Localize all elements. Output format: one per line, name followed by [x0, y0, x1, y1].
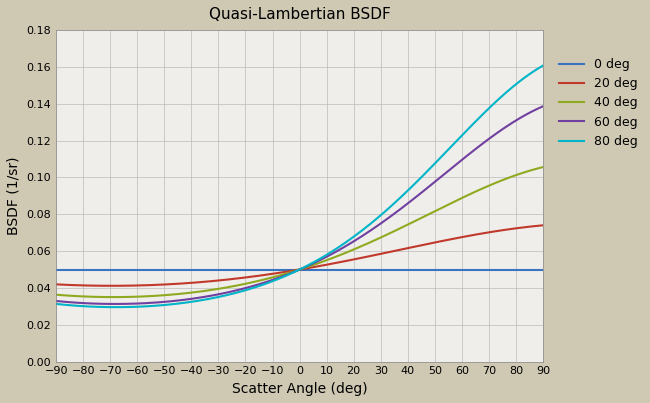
40 deg — [267, 275, 275, 280]
60 deg — [250, 283, 257, 288]
20 deg — [102, 283, 110, 288]
0 deg — [432, 267, 439, 272]
20 deg — [387, 249, 395, 254]
40 deg — [432, 208, 440, 213]
80 deg — [441, 151, 449, 156]
20 deg — [539, 223, 547, 228]
80 deg — [112, 305, 120, 310]
20 deg — [441, 238, 449, 243]
0 deg — [387, 267, 395, 272]
60 deg — [52, 299, 60, 303]
60 deg — [432, 178, 440, 183]
60 deg — [387, 214, 395, 218]
80 deg — [250, 285, 257, 290]
40 deg — [250, 280, 257, 285]
20 deg — [52, 282, 60, 287]
Line: 20 deg: 20 deg — [56, 225, 543, 286]
0 deg — [266, 267, 274, 272]
40 deg — [102, 295, 110, 299]
20 deg — [432, 240, 440, 245]
80 deg — [102, 305, 110, 310]
80 deg — [539, 63, 547, 68]
0 deg — [539, 267, 547, 272]
20 deg — [250, 274, 257, 279]
40 deg — [539, 165, 547, 170]
20 deg — [267, 272, 275, 276]
Y-axis label: BSDF (1/sr): BSDF (1/sr) — [7, 157, 21, 235]
0 deg — [249, 267, 257, 272]
80 deg — [267, 279, 275, 284]
Line: 60 deg: 60 deg — [56, 106, 543, 304]
40 deg — [387, 230, 395, 235]
0 deg — [441, 267, 448, 272]
40 deg — [52, 292, 60, 297]
80 deg — [387, 204, 395, 209]
60 deg — [539, 104, 547, 109]
80 deg — [432, 160, 440, 164]
40 deg — [441, 204, 449, 209]
Title: Quasi-Lambertian BSDF: Quasi-Lambertian BSDF — [209, 7, 391, 22]
Legend: 0 deg, 20 deg, 40 deg, 60 deg, 80 deg: 0 deg, 20 deg, 40 deg, 60 deg, 80 deg — [554, 53, 643, 153]
X-axis label: Scatter Angle (deg): Scatter Angle (deg) — [232, 382, 367, 396]
Line: 40 deg: 40 deg — [56, 167, 543, 297]
60 deg — [267, 278, 275, 283]
60 deg — [111, 301, 119, 306]
40 deg — [110, 295, 118, 299]
60 deg — [441, 171, 449, 176]
60 deg — [102, 301, 110, 306]
Line: 80 deg: 80 deg — [56, 66, 543, 307]
0 deg — [102, 267, 110, 272]
80 deg — [52, 301, 60, 306]
20 deg — [108, 283, 116, 288]
0 deg — [52, 267, 60, 272]
